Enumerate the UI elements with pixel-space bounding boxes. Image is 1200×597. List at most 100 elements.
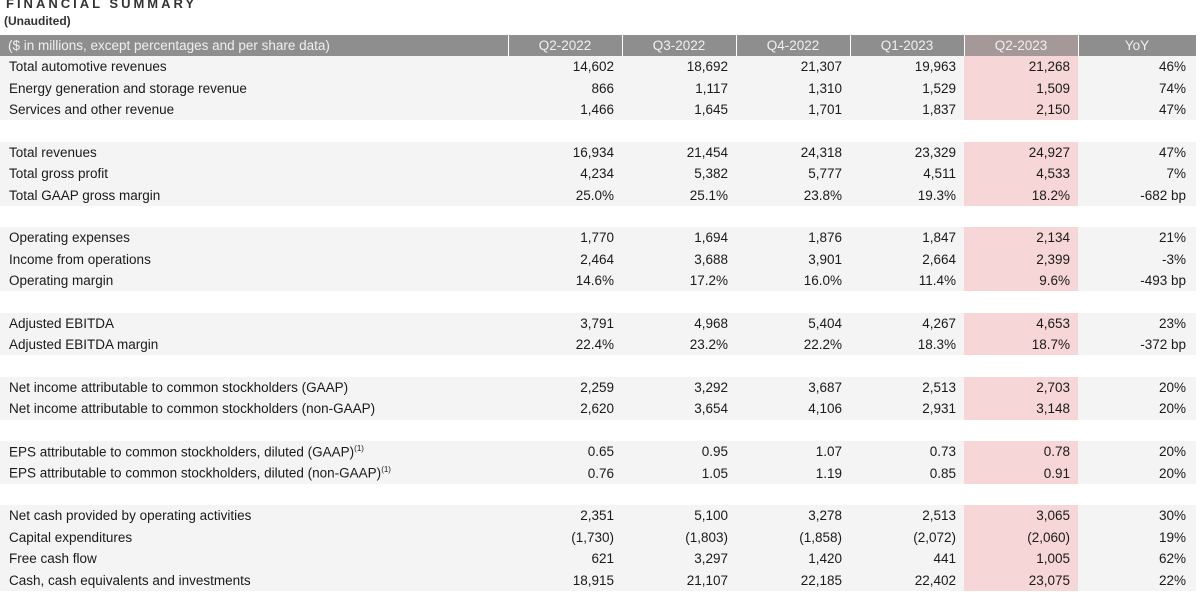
table-row: Total automotive revenues 14,602 18,692 21,…: [0, 56, 1196, 78]
cell-q1-2023: 22,402: [850, 569, 964, 591]
cell-q2-2022: 2,259: [508, 376, 622, 399]
spacer-cell: [850, 205, 964, 228]
table-row: Net income attributable to common stockh…: [0, 398, 1196, 420]
header-col-q2-2022: Q2-2022: [508, 35, 623, 56]
cell-q4-2022: 24,318: [736, 141, 850, 163]
cell-yoy: -682 bp: [1078, 184, 1196, 206]
cell-q1-2023: 1,847: [850, 227, 964, 249]
cell-q2-2022: 18,915: [508, 569, 622, 591]
spacer-cell: [622, 419, 736, 442]
group-spacer: [0, 205, 1196, 228]
spacer-cell: [0, 355, 508, 377]
spacer-cell: [964, 419, 1078, 442]
cell-q1-2023: 18.3%: [850, 334, 964, 356]
spacer-cell: [850, 419, 964, 442]
cell-q4-2022: 3,901: [736, 248, 850, 270]
cell-q3-2022: 5,382: [622, 162, 736, 185]
spacer-cell: [508, 419, 622, 442]
group-spacer: [0, 120, 1196, 142]
spacer-cell: [0, 120, 508, 142]
cell-q4-2022: 22,185: [736, 569, 850, 591]
cell-q3-2022: 3,654: [622, 398, 736, 420]
cell-q2-2022: (1,730): [508, 526, 622, 548]
cell-q2-2023: 0.91: [964, 462, 1078, 484]
row-label: Services and other revenue: [0, 98, 508, 121]
spacer-cell: [1078, 291, 1196, 313]
header-col-yoy: YoY: [1078, 35, 1197, 56]
cell-q2-2023: 9.6%: [964, 269, 1078, 292]
row-label: Net income attributable to common stockh…: [0, 376, 508, 399]
row-label-text: Adjusted EBITDA margin: [9, 337, 159, 353]
cell-yoy: -493 bp: [1078, 269, 1196, 292]
cell-yoy: 20%: [1078, 398, 1196, 420]
cell-q2-2023: 1,005: [964, 547, 1078, 570]
table-header-row: ($ in millions, except percentages and p…: [0, 35, 1197, 56]
cell-yoy: 21%: [1078, 227, 1196, 249]
cell-q2-2022: 1,466: [508, 98, 622, 121]
cell-q1-2023: 4,267: [850, 312, 964, 335]
spacer-cell: [964, 120, 1078, 142]
table-row: Total GAAP gross margin 25.0% 25.1% 23.8% 19…: [0, 184, 1196, 206]
cell-q3-2022: 25.1%: [622, 184, 736, 206]
row-label-text: Net income attributable to common stockh…: [9, 401, 376, 417]
row-label-text: Services and other revenue: [9, 101, 175, 117]
spacer-cell: [0, 419, 508, 442]
cell-q3-2022: 1,694: [622, 227, 736, 249]
cell-q2-2022: 14.6%: [508, 269, 622, 292]
cell-q3-2022: 0.95: [622, 441, 736, 463]
cell-q4-2022: 5,777: [736, 162, 850, 185]
row-label: EPS attributable to common stockholders,…: [0, 441, 508, 463]
row-label: Adjusted EBITDA: [0, 312, 508, 335]
row-label-text: Cash, cash equivalents and investments: [9, 572, 251, 588]
cell-q2-2022: 2,464: [508, 248, 622, 270]
row-label: Operating expenses: [0, 227, 508, 249]
spacer-cell: [850, 355, 964, 377]
cell-q1-2023: 2,664: [850, 248, 964, 270]
cell-q1-2023: 2,513: [850, 376, 964, 399]
spacer-cell: [0, 291, 508, 313]
cell-q2-2023: 23,075: [964, 569, 1078, 591]
spacer-cell: [964, 291, 1078, 313]
cell-q2-2023: 2,150: [964, 98, 1078, 121]
spacer-cell: [622, 291, 736, 313]
cell-q1-2023: 1,837: [850, 98, 964, 121]
cell-yoy: 30%: [1078, 505, 1196, 527]
cell-q3-2022: (1,803): [622, 526, 736, 548]
spacer-cell: [850, 120, 964, 142]
cell-q4-2022: 1,876: [736, 227, 850, 249]
cell-q3-2022: 5,100: [622, 505, 736, 527]
cell-q3-2022: 1,645: [622, 98, 736, 121]
table-row: Adjusted EBITDA 3,791 4,968 5,404 4,267 4,653…: [0, 312, 1196, 335]
cell-q4-2022: 23.8%: [736, 184, 850, 206]
table-row: Income from operations 2,464 3,688 3,901 2,6…: [0, 248, 1196, 270]
cell-q3-2022: 1,117: [622, 77, 736, 99]
cell-q2-2023: 24,927: [964, 141, 1078, 163]
cell-q1-2023: 19,963: [850, 56, 964, 78]
row-label: Net income attributable to common stockh…: [0, 398, 508, 420]
row-label: Income from operations: [0, 248, 508, 270]
spacer-cell: [736, 205, 850, 228]
spacer-cell: [736, 120, 850, 142]
spacer-cell: [850, 483, 964, 506]
footnote-marker: (1): [354, 443, 364, 453]
row-label-text: Total gross profit: [9, 166, 109, 182]
cell-q2-2022: 2,620: [508, 398, 622, 420]
cell-q1-2023: 0.85: [850, 462, 964, 484]
cell-q3-2022: 3,688: [622, 248, 736, 270]
spacer-cell: [736, 291, 850, 313]
cell-q2-2022: 866: [508, 77, 622, 99]
table-row: Energy generation and storage revenue 866…: [0, 77, 1196, 99]
cell-q2-2023: (2,060): [964, 526, 1078, 548]
header-col-q4-2022: Q4-2022: [736, 35, 851, 56]
row-label-text: Adjusted EBITDA: [9, 315, 115, 331]
spacer-cell: [850, 291, 964, 313]
footnote-marker: (1): [381, 465, 391, 475]
cell-q4-2022: 1.19: [736, 462, 850, 484]
cell-q4-2022: 1,310: [736, 77, 850, 99]
cell-yoy: 19%: [1078, 526, 1196, 548]
row-label-text: Free cash flow: [9, 551, 97, 567]
cell-q2-2022: 4,234: [508, 162, 622, 185]
table-row: Operating margin 14.6% 17.2% 16.0% 11.4% 9.6%…: [0, 269, 1196, 292]
financial-summary-table: ($ in millions, except percentages and p…: [0, 35, 1197, 591]
table-row: EPS attributable to common stockholders,…: [0, 462, 1196, 484]
